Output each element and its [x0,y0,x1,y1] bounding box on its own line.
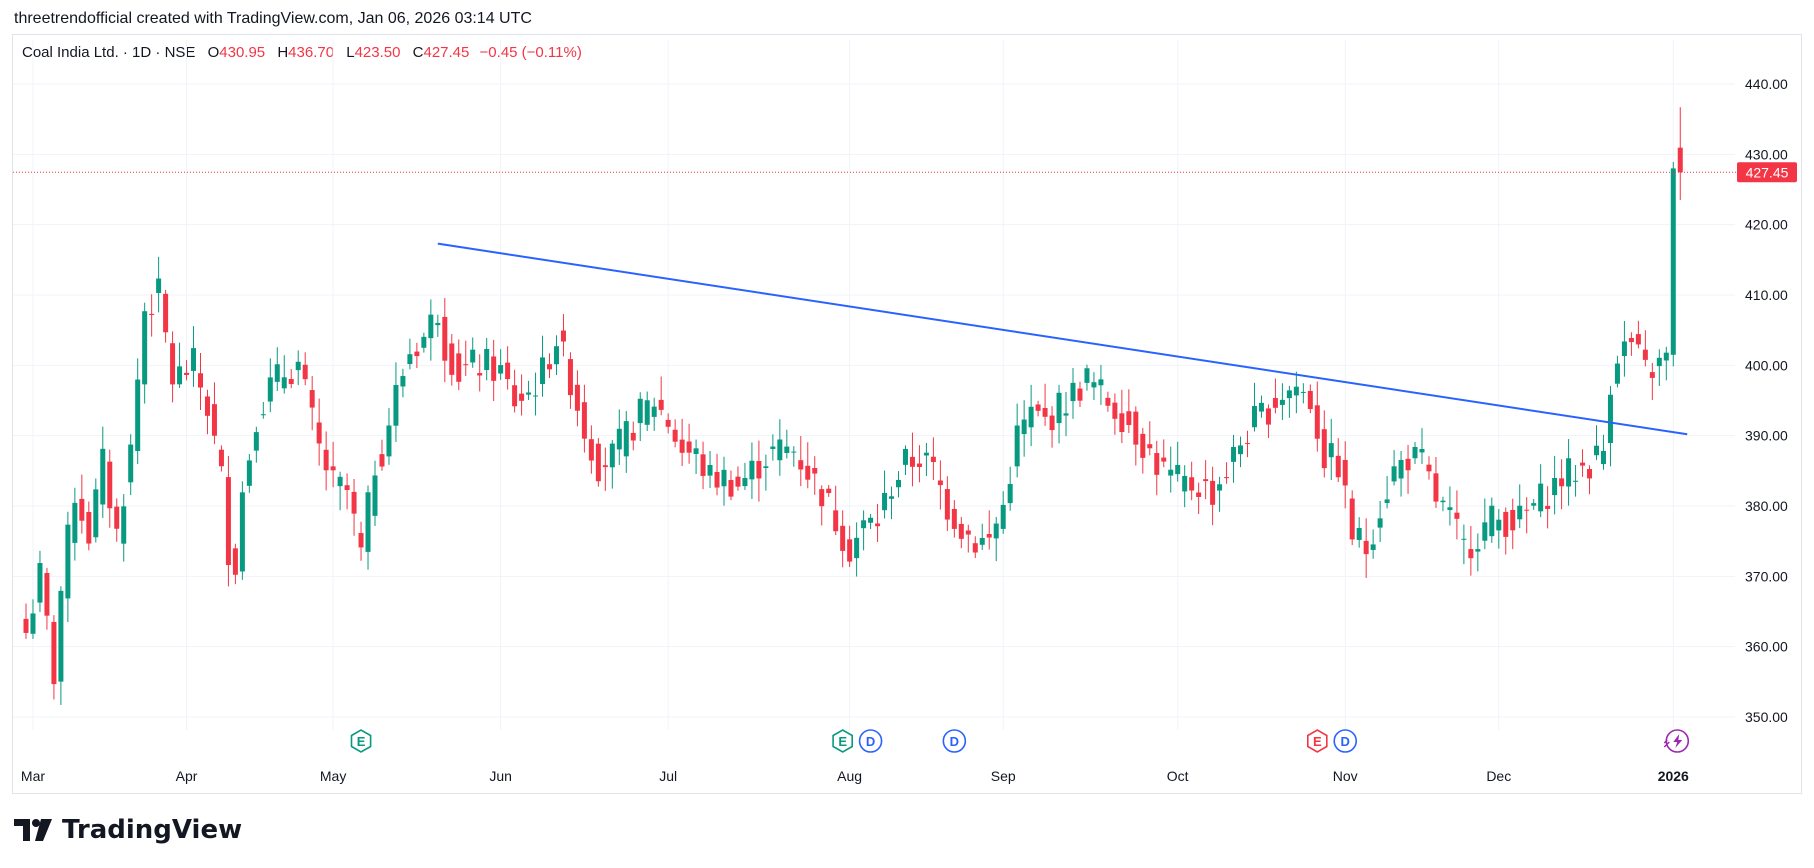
low-label: L [346,44,355,61]
symbol-label[interactable]: Coal India Ltd. · 1D · NSE [22,44,196,61]
open-label: O [207,44,220,61]
high-label: H [277,44,289,61]
ohlc-legend: Coal India Ltd. · 1D · NSE O430.95 H436.… [22,44,582,61]
close-value: 427.45 [423,44,470,61]
low-value: 423.50 [354,44,401,61]
tradingview-brand[interactable]: TradingView [14,815,242,845]
chart-credit: threetrendofficial created with TradingV… [14,10,532,27]
tradingview-logo-icon [14,819,52,841]
chart-frame [12,34,1802,794]
open-value: 430.95 [219,44,266,61]
close-label: C [412,44,424,61]
brand-name: TradingView [62,815,243,845]
change-value: −0.45 (−0.11%) [479,44,582,61]
high-value: 436.70 [288,44,335,61]
